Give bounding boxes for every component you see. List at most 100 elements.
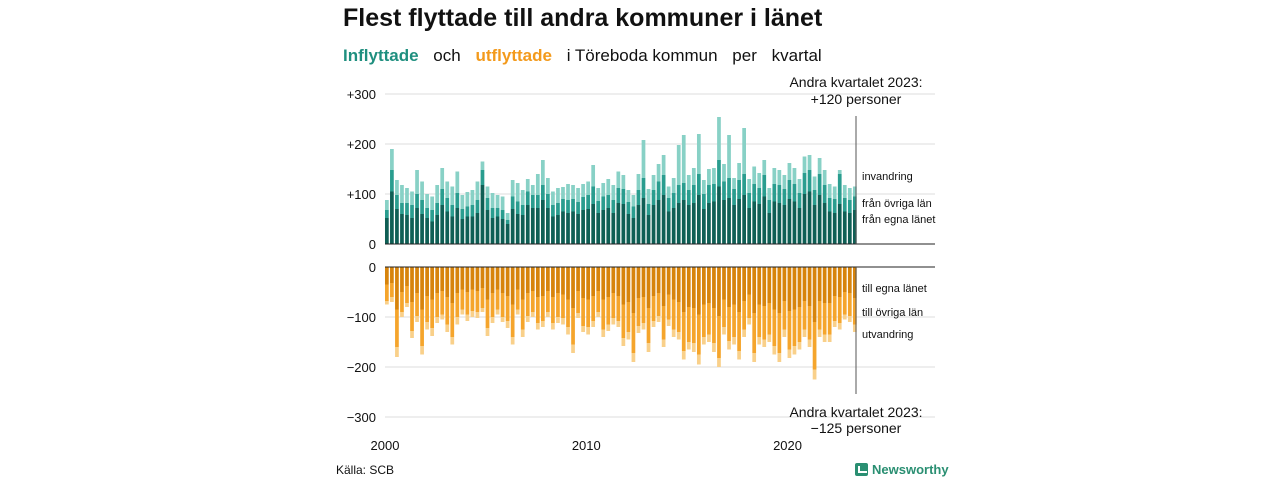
bar-in-invandring xyxy=(752,166,757,184)
bar-out-egna-lanet xyxy=(581,267,585,298)
newsworthy-logo-icon xyxy=(855,463,868,476)
bar-out-egna-lanet xyxy=(787,267,792,311)
bar-in-egna-lanet xyxy=(495,216,500,244)
brand-name: Newsworthy xyxy=(872,462,949,477)
bar-in-egna-lanet xyxy=(581,210,585,244)
bar-in-egna-lanet xyxy=(410,218,414,244)
bar-out-utvandring xyxy=(435,317,440,323)
bar-out-ovriga-lan xyxy=(712,308,716,343)
x-tick: 2010 xyxy=(572,438,601,453)
bar-in-ovriga-lan xyxy=(792,184,797,202)
chart-title: Flest flyttade till andra kommuner i län… xyxy=(343,4,823,32)
bar-out-utvandring xyxy=(757,337,762,345)
bar-in-ovriga-lan xyxy=(515,201,520,214)
bar-out-egna-lanet xyxy=(415,267,419,293)
bar-in-egna-lanet xyxy=(510,209,515,244)
bar-out-egna-lanet xyxy=(807,267,812,306)
bar-out-ovriga-lan xyxy=(666,294,671,320)
bar-in-ovriga-lan xyxy=(435,203,440,215)
bar-out-ovriga-lan xyxy=(410,302,414,331)
bar-out-egna-lanet xyxy=(505,267,510,296)
bar-in-egna-lanet xyxy=(490,218,495,244)
bar-in-ovriga-lan xyxy=(546,194,550,208)
bar-out-utvandring xyxy=(500,317,505,322)
bar-out-ovriga-lan xyxy=(546,291,550,312)
bar-out-ovriga-lan xyxy=(732,304,736,337)
bar-in-invandring xyxy=(802,156,807,173)
bar-in-invandring xyxy=(515,183,520,202)
bar-in-ovriga-lan xyxy=(737,180,741,199)
bar-in-invandring xyxy=(430,196,435,210)
bar-in-ovriga-lan xyxy=(410,205,414,218)
bar-out-ovriga-lan xyxy=(636,298,641,326)
bar-in-ovriga-lan xyxy=(757,188,762,204)
bar-out-utvandring xyxy=(410,331,414,338)
bar-in-ovriga-lan xyxy=(571,199,575,212)
bar-in-egna-lanet xyxy=(712,201,716,244)
bar-out-utvandring xyxy=(540,321,545,327)
bar-in-invandring xyxy=(702,180,706,194)
bar-in-invandring xyxy=(757,173,762,188)
bar-in-invandring xyxy=(847,188,852,200)
bar-in-egna-lanet xyxy=(561,211,565,244)
bar-out-utvandring xyxy=(530,312,535,317)
bar-in-ovriga-lan xyxy=(787,180,792,199)
bar-in-egna-lanet xyxy=(656,200,661,244)
bar-in-invandring xyxy=(832,186,837,199)
bar-in-ovriga-lan xyxy=(415,194,419,208)
bar-out-utvandring xyxy=(742,329,746,337)
bar-out-ovriga-lan xyxy=(827,303,832,335)
bar-out-utvandring xyxy=(847,316,852,322)
bar-in-ovriga-lan xyxy=(656,181,661,200)
bar-out-egna-lanet xyxy=(405,267,409,286)
bar-in-egna-lanet xyxy=(777,203,782,244)
bar-in-ovriga-lan xyxy=(847,200,852,213)
bar-out-ovriga-lan xyxy=(747,294,752,318)
bar-in-invandring xyxy=(661,155,666,175)
bar-in-ovriga-lan xyxy=(445,198,450,212)
bar-in-ovriga-lan xyxy=(852,196,857,210)
bar-in-invandring xyxy=(817,158,822,174)
legend-in-2: från egna länet xyxy=(862,214,935,226)
bar-out-utvandring xyxy=(777,353,782,362)
bar-out-ovriga-lan xyxy=(722,299,726,327)
bar-out-egna-lanet xyxy=(525,267,530,293)
bar-in-invandring xyxy=(797,179,802,193)
bar-in-invandring xyxy=(475,181,480,200)
bar-out-utvandring xyxy=(832,321,837,327)
bar-in-ovriga-lan xyxy=(631,206,636,218)
bar-in-invandring xyxy=(686,175,691,190)
bar-in-egna-lanet xyxy=(485,210,490,244)
bar-out-utvandring xyxy=(827,334,832,342)
bar-in-egna-lanet xyxy=(430,221,435,244)
bar-in-ovriga-lan xyxy=(576,202,580,214)
bar-in-ovriga-lan xyxy=(676,185,681,203)
bar-in-ovriga-lan xyxy=(817,174,822,195)
bar-in-invandring xyxy=(551,191,555,205)
y-tick-top: 0 xyxy=(369,237,376,252)
bar-in-egna-lanet xyxy=(691,203,696,244)
bar-out-egna-lanet xyxy=(656,267,661,293)
bar-out-utvandring xyxy=(707,334,711,342)
bar-out-utvandring xyxy=(460,309,465,315)
bar-out-egna-lanet xyxy=(475,267,480,291)
bar-out-egna-lanet xyxy=(832,267,837,296)
bar-in-invandring xyxy=(445,181,450,198)
bar-out-ovriga-lan xyxy=(420,309,424,346)
bar-in-invandring xyxy=(727,135,731,178)
bar-out-ovriga-lan xyxy=(707,303,711,335)
bar-in-invandring xyxy=(671,178,676,193)
bar-out-egna-lanet xyxy=(586,267,591,300)
bar-in-ovriga-lan xyxy=(420,200,424,214)
bar-out-egna-lanet xyxy=(651,267,656,296)
bar-in-ovriga-lan xyxy=(651,190,656,205)
bar-out-ovriga-lan xyxy=(586,299,591,327)
bar-out-egna-lanet xyxy=(450,267,455,303)
bar-out-ovriga-lan xyxy=(737,312,741,351)
bar-in-ovriga-lan xyxy=(702,194,706,209)
bar-out-egna-lanet xyxy=(616,267,621,296)
bar-in-invandring xyxy=(782,175,787,189)
bar-in-egna-lanet xyxy=(500,219,505,244)
bar-out-utvandring xyxy=(842,314,847,320)
bar-in-ovriga-lan xyxy=(470,205,475,217)
